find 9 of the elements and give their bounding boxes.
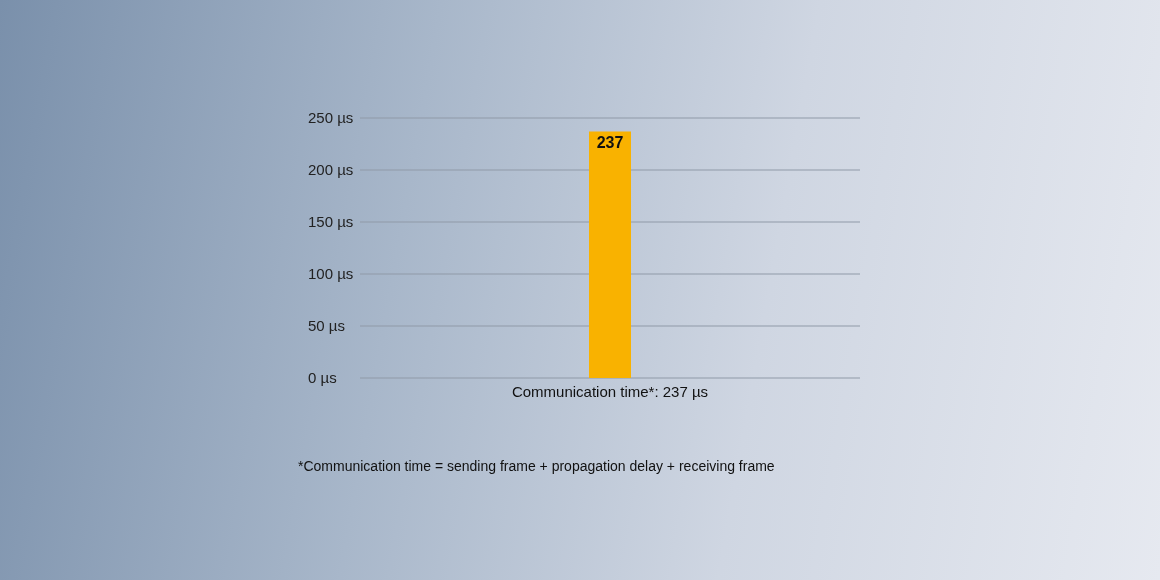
x-tick-label: Communication time*: 237 µs (511, 382, 709, 400)
y-tick-label: 200 µs (308, 161, 354, 178)
y-tick-label: 150 µs (308, 213, 354, 230)
y-tick-label: 0 µs (308, 369, 337, 386)
text: *Communication time = sending frame + propagation delay + receiving frame (298, 458, 775, 474)
y-tick-label: 250 µs (308, 109, 354, 126)
y-tick-label: 50 µs (308, 317, 345, 334)
data-label: 237 (596, 133, 624, 151)
y-tick-label: 100 µs (308, 265, 354, 282)
